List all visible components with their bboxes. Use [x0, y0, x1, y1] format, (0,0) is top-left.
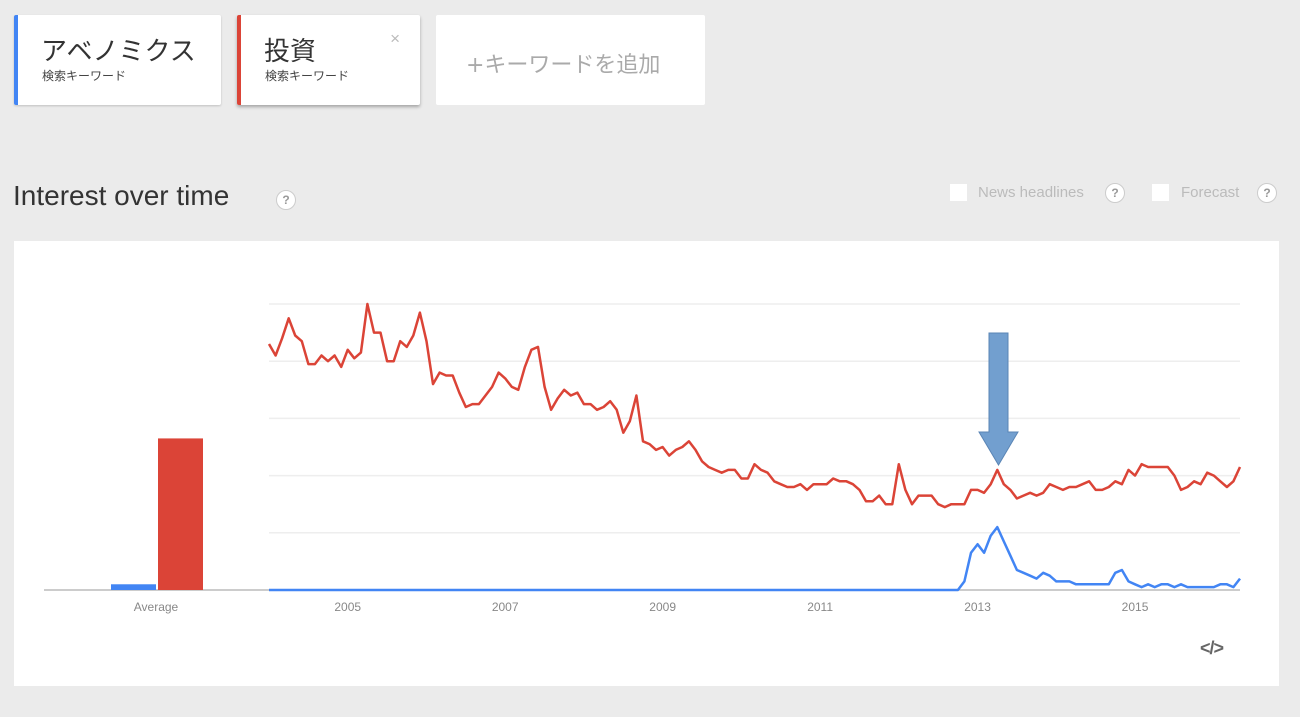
section-title: Interest over time [13, 180, 230, 211]
series-line [269, 525, 1241, 592]
x-tick-label: 2009 [649, 600, 676, 614]
average-bar [111, 584, 156, 590]
term-sublabel: 検索キーワード [265, 69, 350, 83]
forecast-checkbox[interactable] [1152, 184, 1169, 201]
term-card-abenomics[interactable]: アベノミクス 検索キーワード [14, 15, 221, 105]
x-tick-label: 2011 [807, 600, 833, 614]
term-card-investment[interactable]: 投資 検索キーワード × [237, 15, 420, 105]
add-keyword-button[interactable]: +キーワードを追加 [436, 15, 705, 105]
x-tick-label: 2015 [1122, 600, 1149, 614]
term-sublabel: 検索キーワード [42, 69, 127, 83]
x-tick-label: 2007 [492, 600, 519, 614]
series-line [267, 302, 1242, 509]
news-headlines-label: News headlines [978, 184, 1084, 201]
help-icon[interactable]: ? [276, 190, 296, 210]
term-label: アベノミクス [41, 37, 196, 67]
average-label: Average [134, 600, 179, 614]
annotation-arrow [978, 332, 1019, 466]
term-color-indicator [237, 15, 241, 105]
help-icon[interactable]: ? [1257, 183, 1277, 203]
news-headlines-checkbox[interactable] [950, 184, 967, 201]
close-icon[interactable]: × [390, 29, 400, 48]
embed-code-icon[interactable]: </> [1200, 638, 1224, 658]
add-keyword-label: +キーワードを追加 [466, 53, 661, 78]
term-color-indicator [14, 15, 18, 105]
chart-panel [14, 241, 1279, 686]
forecast-label: Forecast [1181, 184, 1240, 201]
x-tick-label: 2005 [334, 600, 361, 614]
term-label: 投資 [264, 37, 317, 67]
help-icon[interactable]: ? [1105, 183, 1125, 203]
average-bar [158, 438, 203, 590]
x-tick-label: 2013 [964, 600, 991, 614]
